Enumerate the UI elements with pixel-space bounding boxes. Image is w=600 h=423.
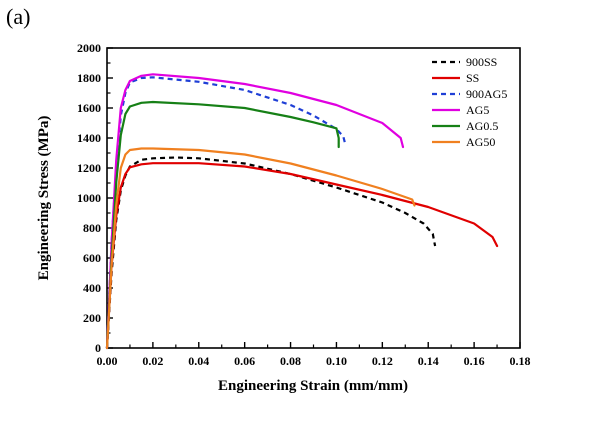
y-axis-title: Engineering Stress (MPa) bbox=[36, 116, 52, 281]
x-tick-label: 0.18 bbox=[510, 354, 531, 368]
x-tick-label: 0.14 bbox=[418, 354, 439, 368]
plot-frame bbox=[106, 47, 521, 349]
y-tick-label: 400 bbox=[83, 281, 101, 295]
y-tick-label: 1200 bbox=[77, 161, 101, 175]
x-tick-label: 0.04 bbox=[188, 354, 209, 368]
y-tick-label: 2000 bbox=[77, 41, 101, 55]
x-tick-label: 0.08 bbox=[280, 354, 301, 368]
legend-label: 900AG5 bbox=[466, 87, 507, 101]
legend-label: SS bbox=[466, 71, 479, 85]
x-tick-label: 0.12 bbox=[372, 354, 393, 368]
y-tick-label: 800 bbox=[83, 221, 101, 235]
series-line-900ss bbox=[105, 156, 437, 349]
legend-label: AG5 bbox=[466, 103, 489, 117]
x-tick-label: 0.16 bbox=[464, 354, 485, 368]
series-line-ag0-5 bbox=[105, 100, 340, 350]
legend-label: 900SS bbox=[466, 55, 497, 69]
series-line-900ag5 bbox=[105, 76, 347, 349]
y-tick-label: 0 bbox=[95, 341, 101, 355]
x-axis-title: Engineering Strain (mm/mm) bbox=[218, 378, 408, 394]
y-tick-label: 200 bbox=[83, 311, 101, 325]
series-line-ag5 bbox=[105, 73, 405, 350]
series-layer bbox=[105, 73, 499, 350]
series-line-ag50 bbox=[105, 147, 416, 350]
y-tick-label: 1600 bbox=[77, 101, 101, 115]
y-tick-label: 1800 bbox=[77, 71, 101, 85]
legend: 900SS SS 900AG5 AG5 AG0.5 AG50 bbox=[432, 55, 507, 149]
y-tick-label: 1000 bbox=[77, 191, 101, 205]
y-tick-label: 600 bbox=[83, 251, 101, 265]
panel-label: (a) bbox=[6, 4, 31, 29]
legend-label: AG0.5 bbox=[466, 119, 498, 133]
axis-ticks: 0.00 0.02 0.04 0.06 0.08 0.10 0.12 0.14 0.16 0.18… bbox=[77, 41, 531, 368]
y-tick-label: 1400 bbox=[77, 131, 101, 145]
legend-label: AG50 bbox=[466, 135, 495, 149]
x-tick-label: 0.10 bbox=[326, 354, 347, 368]
series-line-ss bbox=[105, 162, 499, 350]
x-tick-label: 0.02 bbox=[142, 354, 163, 368]
x-tick-label: 0.06 bbox=[234, 354, 255, 368]
x-tick-label: 0.00 bbox=[97, 354, 118, 368]
